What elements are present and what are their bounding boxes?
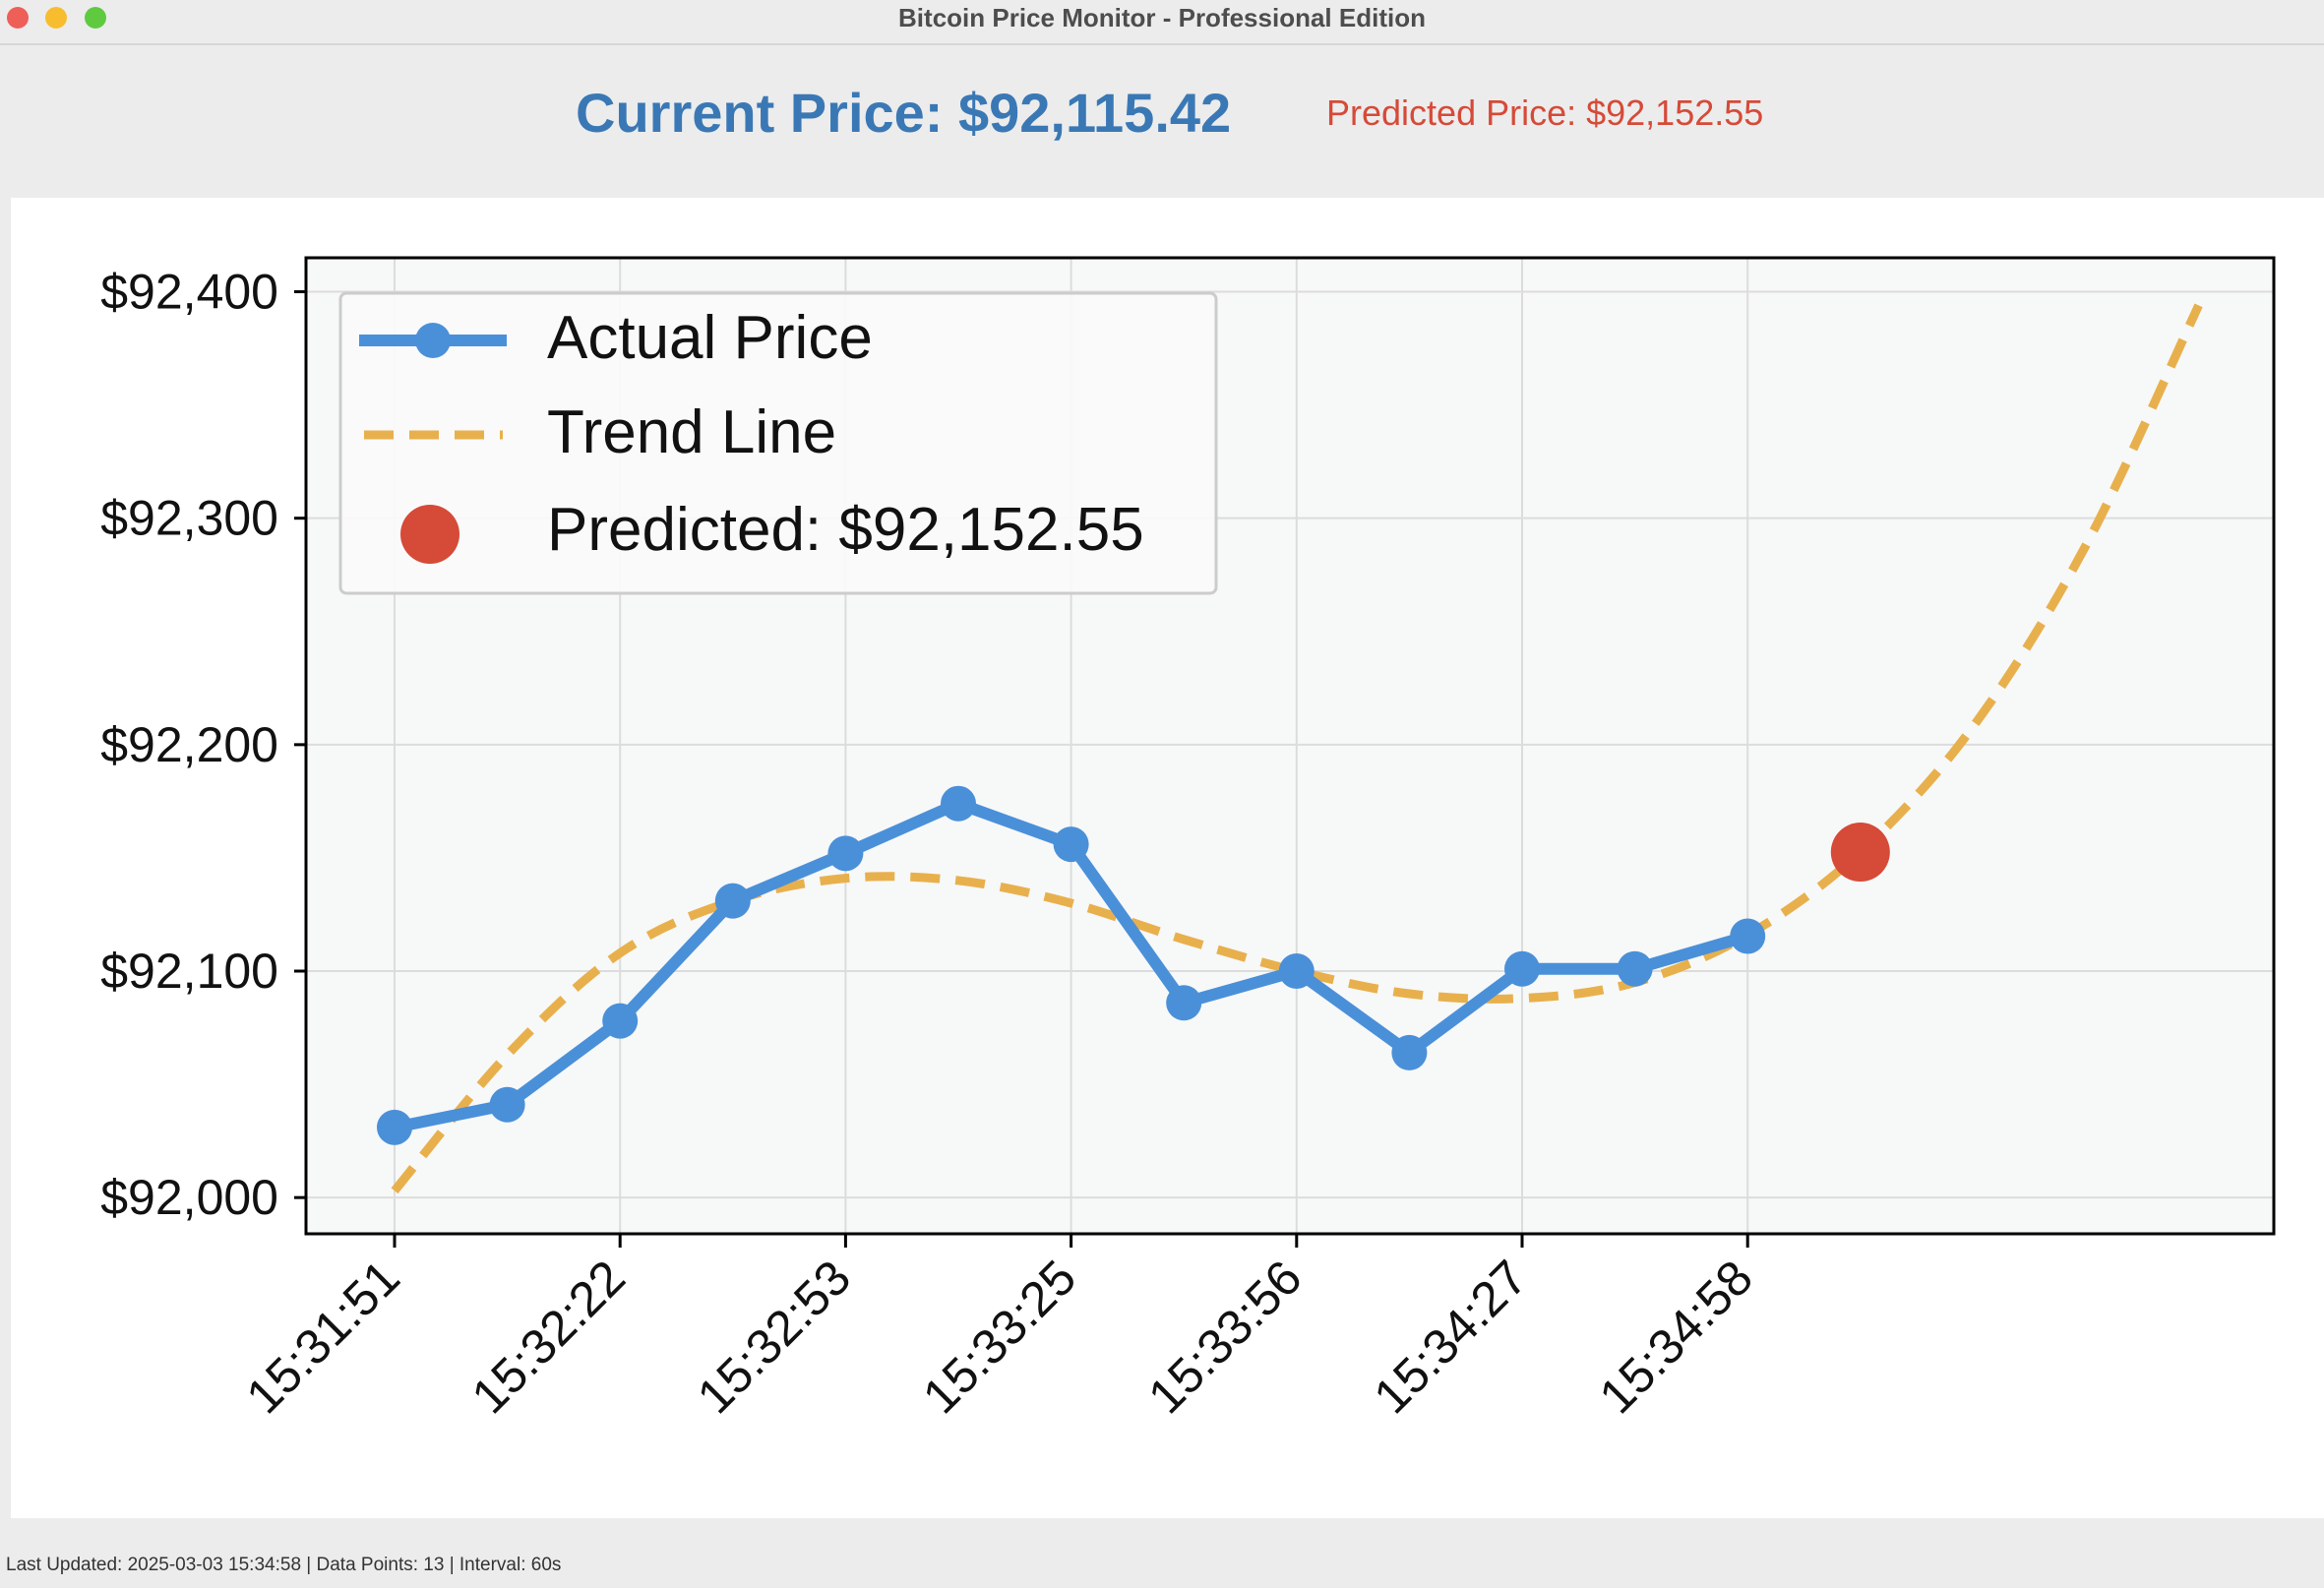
close-window-button[interactable] [7,7,29,29]
y-tick-label: $92,300 [100,491,278,546]
x-tick-label: 15:34:58 [1589,1250,1763,1424]
price-header: Current Price: $92,115.42 Predicted Pric… [0,47,2324,197]
legend-label: Trend Line [547,398,836,466]
maximize-window-button[interactable] [85,7,106,29]
legend-box [338,291,1218,595]
x-tick-label: 15:31:51 [236,1250,410,1424]
minimize-window-button[interactable] [45,7,67,29]
x-tick-label: 15:34:27 [1364,1250,1538,1424]
x-tick-label: 15:32:22 [461,1250,636,1424]
y-tick-label: $92,000 [100,1170,278,1225]
actual-price-point [827,835,864,872]
actual-price-point [1391,1034,1428,1070]
trend-line [391,303,2203,1194]
y-tick-label: $92,200 [100,717,278,772]
legend-predicted-marker [400,505,459,564]
actual-price-point [489,1086,525,1123]
legend-label: Actual Price [547,304,873,372]
title-bar: Bitcoin Price Monitor - Professional Edi… [0,0,2324,45]
x-tick-label: 15:32:53 [687,1250,861,1424]
status-bar: Last Updated: 2025-03-03 15:34:58 | Data… [0,1518,2324,1588]
predicted-price-label: Predicted Price: $92,152.55 [1326,92,1764,133]
current-price-label: Current Price: $92,115.42 [576,82,1232,144]
price-chart: $92,000 $92,100 $92,200 $92,300 $92,400 15:31… [100,256,2276,1424]
actual-price-point [1053,826,1089,863]
actual-price-point [1730,918,1766,954]
window-title: Bitcoin Price Monitor - Professional Edi… [898,3,1426,32]
actual-price-point [714,883,751,919]
legend: Actual Price Trend Line Predicted: $92,152… [338,291,1218,595]
actual-price-point [1278,953,1315,990]
plot-frame [304,256,2276,1236]
actual-price-point [941,785,976,822]
actual-price-point [1617,950,1653,987]
chart-panel: $92,000 $92,100 $92,200 $92,300 $92,400 15:31… [11,198,2324,1518]
y-tick-label: $92,100 [100,944,278,999]
legend-actual-marker [415,323,451,358]
actual-price-point [602,1003,639,1039]
predicted-point [1830,823,1890,883]
status-text: Last Updated: 2025-03-03 15:34:58 | Data… [6,1555,562,1575]
x-tick-label: 15:33:25 [912,1250,1086,1424]
legend-label: Predicted: $92,152.55 [547,496,1144,564]
x-tick-label: 15:33:56 [1137,1250,1312,1424]
actual-price-point [1166,985,1202,1021]
actual-price-point [1504,950,1540,987]
y-tick-label: $92,400 [100,265,278,320]
actual-price-point [377,1109,412,1145]
